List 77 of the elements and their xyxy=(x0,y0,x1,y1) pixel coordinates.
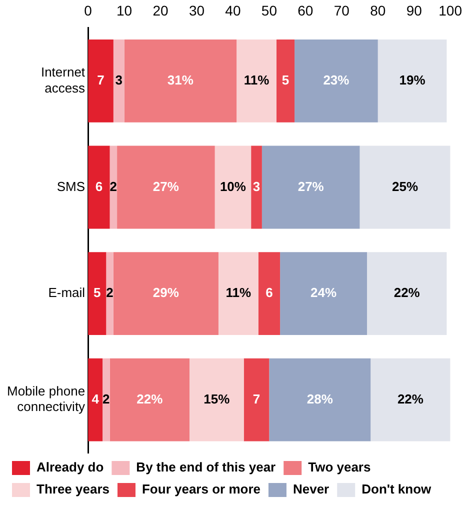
bar xyxy=(189,358,244,442)
bar xyxy=(113,252,218,336)
data-label: 11% xyxy=(244,72,270,88)
x-tick-label: 0 xyxy=(84,2,92,18)
data-label: 3 xyxy=(115,72,122,88)
bar xyxy=(244,358,270,442)
data-label: 22% xyxy=(136,391,164,406)
bar xyxy=(218,252,258,336)
y-tick-label: Mobile phone connectivity xyxy=(6,384,86,414)
bar xyxy=(367,252,447,336)
data-label: 2 xyxy=(102,391,110,406)
data-label: 2 xyxy=(106,285,114,300)
data-label: 28% xyxy=(306,391,334,406)
bar xyxy=(370,358,450,442)
bar xyxy=(214,146,252,229)
bar xyxy=(360,146,450,229)
bar xyxy=(124,39,237,122)
legend-label: Already do xyxy=(36,460,104,475)
legend-label: Two years xyxy=(308,460,371,475)
data-label: 29% xyxy=(152,285,180,300)
bar xyxy=(258,252,280,336)
data-label: 22% xyxy=(397,391,424,406)
bar xyxy=(117,146,215,229)
data-label: 25% xyxy=(392,178,418,194)
bar xyxy=(88,358,103,442)
data-label: 23% xyxy=(323,72,350,88)
x-tick-label: 70 xyxy=(334,2,350,18)
data-label: 24% xyxy=(310,285,337,300)
x-tick-label: 30 xyxy=(188,2,205,18)
data-label: 6 xyxy=(95,178,103,194)
data-label: 5 xyxy=(93,285,101,300)
bar xyxy=(269,358,371,442)
y-tick-label: E-mail xyxy=(48,285,86,300)
bar xyxy=(106,252,114,336)
bar xyxy=(378,39,447,122)
data-label: 4 xyxy=(92,391,100,406)
data-label: 22% xyxy=(394,285,420,300)
data-label: 3 xyxy=(252,178,260,194)
bar xyxy=(236,39,276,122)
legend-label: Three years xyxy=(36,482,110,497)
bar xyxy=(262,146,360,229)
x-tick-label: 80 xyxy=(370,2,386,18)
data-label: 31% xyxy=(167,72,194,88)
bar xyxy=(88,146,110,229)
data-label: 10% xyxy=(220,178,246,194)
data-label: 6 xyxy=(266,285,273,300)
data-label: 2 xyxy=(110,178,118,194)
x-tick-label: 100 xyxy=(438,2,462,18)
legend-label: Four years or more xyxy=(142,482,260,497)
bar xyxy=(88,252,106,336)
bar xyxy=(102,358,110,442)
data-label: 19% xyxy=(399,72,426,88)
bar xyxy=(294,39,378,122)
data-label: 27% xyxy=(298,178,324,194)
legend-label: By the end of this year xyxy=(136,460,276,475)
x-tick-label: 50 xyxy=(261,2,278,18)
x-tick-label: 10 xyxy=(116,2,132,18)
x-tick-label: 60 xyxy=(298,2,314,18)
data-label: 7 xyxy=(97,72,104,88)
bar xyxy=(113,39,124,122)
bar xyxy=(280,252,367,336)
data-label: 11% xyxy=(226,285,252,300)
data-label: 15% xyxy=(204,391,230,406)
bar xyxy=(110,358,190,442)
x-tick-label: 20 xyxy=(152,2,169,18)
y-tick-label: SMS xyxy=(56,178,86,194)
x-tick-label: 40 xyxy=(225,2,241,18)
legend-label: Never xyxy=(292,482,330,497)
data-label: 27% xyxy=(152,178,180,194)
data-label: 7 xyxy=(252,391,260,406)
data-label: 5 xyxy=(282,72,290,88)
bar xyxy=(276,39,295,122)
y-tick-label: Internet access xyxy=(40,64,86,96)
bar xyxy=(88,39,114,122)
x-tick-label: 90 xyxy=(406,2,422,18)
legend-label: Don't know xyxy=(362,482,432,497)
bar xyxy=(251,146,262,229)
